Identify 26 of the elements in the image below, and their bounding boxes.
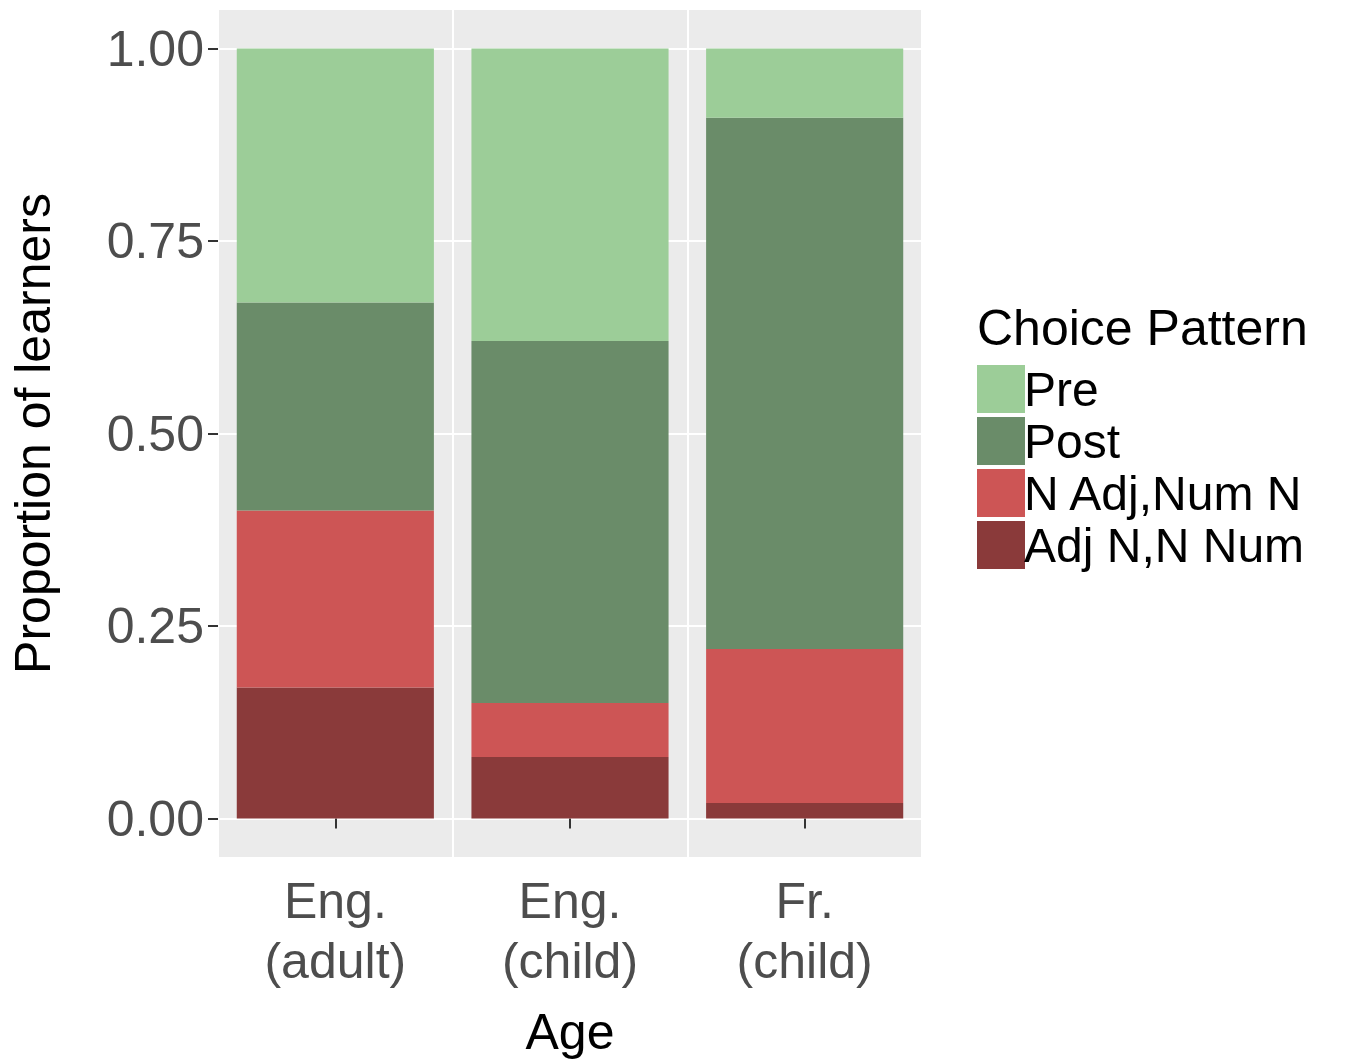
bar — [471, 48, 669, 342]
legend-label: Pre — [1024, 362, 1099, 416]
y-tick-label: 0.25 — [106, 598, 204, 654]
bar — [706, 649, 904, 804]
bar — [706, 803, 904, 819]
bar — [471, 756, 669, 819]
x-tick-label: Eng. (child) — [501, 873, 639, 989]
bar — [706, 117, 904, 650]
legend-label: N Adj,Num N — [1024, 466, 1302, 520]
bar — [471, 341, 669, 703]
bar — [236, 687, 434, 819]
legend-label: Post — [1024, 414, 1121, 468]
x-tick-label: Eng. (adult) — [264, 873, 407, 989]
y-tick-label: 0.50 — [106, 405, 204, 462]
y-tick-label: 0.75 — [106, 213, 204, 269]
bar — [471, 703, 669, 757]
bar — [236, 302, 434, 511]
y-axis-title: Proportion of learners — [5, 193, 61, 674]
y-tick-label: 1.00 — [106, 20, 204, 77]
x-axis-title: Age — [525, 1004, 615, 1060]
x-tick-label: Fr. (child) — [736, 873, 873, 989]
bar — [706, 48, 904, 118]
bar — [236, 510, 434, 688]
bar — [236, 48, 434, 303]
legend-title: Choice Pattern — [977, 300, 1308, 356]
y-tick-label: 0.00 — [106, 790, 204, 847]
